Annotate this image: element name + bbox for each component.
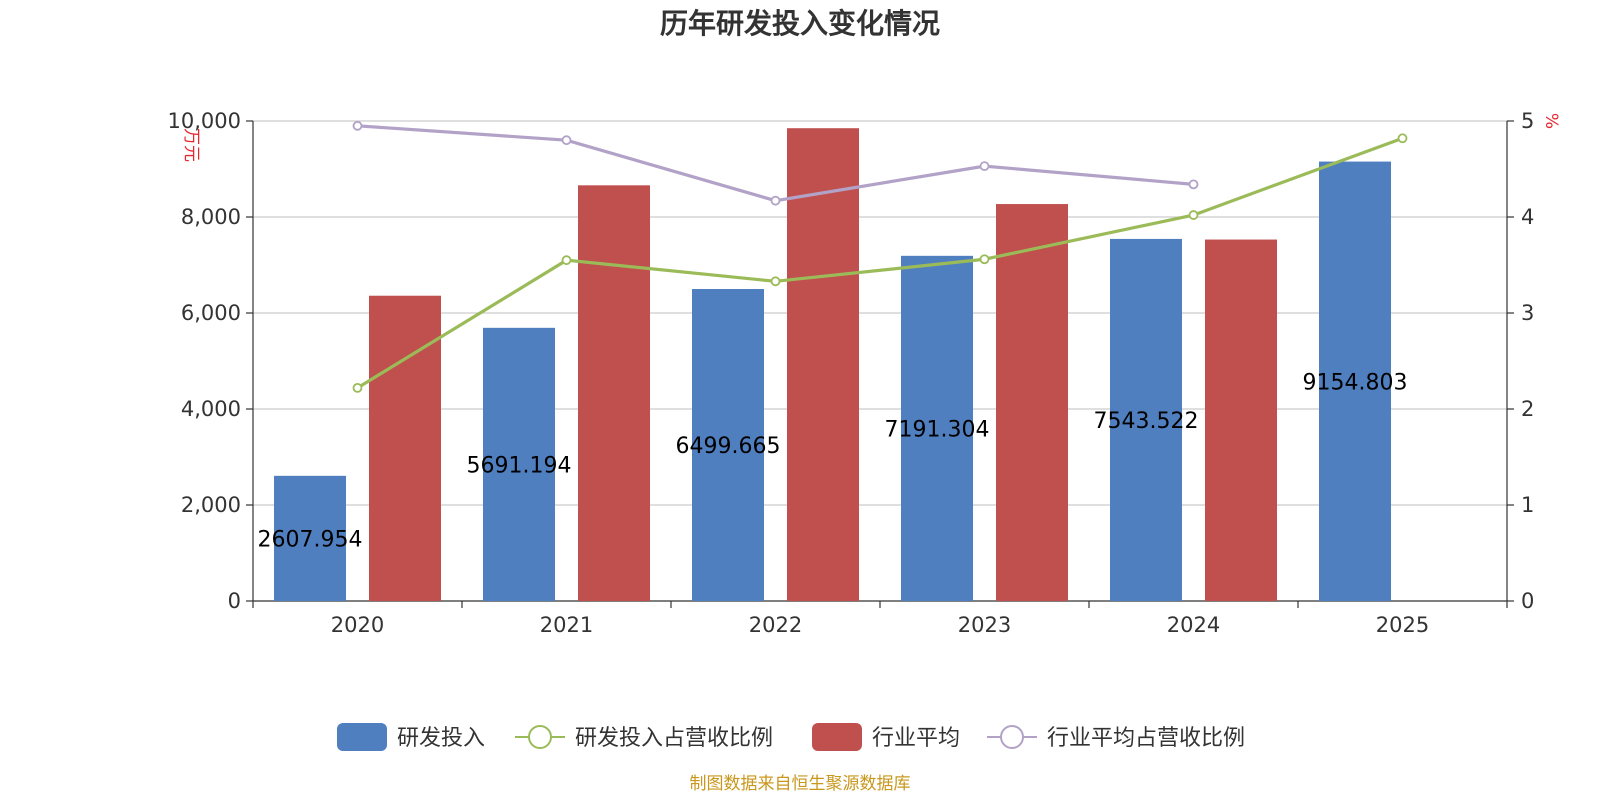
chart-title: 历年研发投入变化情况 bbox=[660, 7, 940, 40]
right-axis-tick-label: 3 bbox=[1521, 301, 1534, 325]
bar-rnd-investment[interactable] bbox=[901, 255, 973, 601]
bar-value-label: 7543.522 bbox=[1094, 409, 1199, 434]
x-axis-tick-label: 2024 bbox=[1167, 613, 1220, 637]
legend-item[interactable]: 研发投入占营收比例 bbox=[515, 725, 773, 751]
x-axis: 2020 2021 2022 2023 2024 2025 bbox=[252, 600, 1508, 637]
bar-value-label: 6499.665 bbox=[676, 434, 781, 459]
line-point[interactable] bbox=[1188, 210, 1199, 220]
line-point[interactable] bbox=[561, 255, 572, 266]
legend-item[interactable]: 研发投入 bbox=[337, 723, 485, 751]
x-axis-tick-label: 2022 bbox=[749, 613, 802, 637]
line-point[interactable] bbox=[770, 195, 781, 206]
line-point[interactable] bbox=[561, 135, 572, 146]
bar-rnd-investment[interactable] bbox=[274, 475, 346, 601]
bar-industry-average[interactable] bbox=[578, 185, 650, 601]
bar-industry-average[interactable] bbox=[787, 128, 859, 601]
line-point[interactable] bbox=[352, 382, 363, 393]
line-industry-ratio bbox=[357, 124, 1194, 203]
x-axis-tick-label: 2025 bbox=[1376, 613, 1429, 637]
left-y-axis: 0 2,000 4,000 6,000 8,000 10,000 bbox=[168, 109, 254, 613]
right-axis-tick-label: 2 bbox=[1521, 397, 1534, 421]
left-axis-tick-label: 6,000 bbox=[181, 301, 241, 325]
bar-value-label: 5691.194 bbox=[467, 453, 572, 478]
right-axis-unit: % bbox=[1541, 113, 1561, 129]
bar-value-label: 7191.304 bbox=[885, 417, 990, 442]
legend-item[interactable]: 行业平均 bbox=[812, 723, 960, 751]
left-axis-unit: 万元 bbox=[181, 128, 201, 162]
left-axis-tick-label: 10,000 bbox=[168, 109, 241, 133]
bar-industry-average[interactable] bbox=[369, 295, 441, 601]
left-axis-tick-label: 2,000 bbox=[181, 493, 241, 517]
lines bbox=[352, 120, 1408, 393]
data-labels: 2607.954 5691.194 6499.665 7191.304 7543.522… bbox=[258, 370, 1408, 552]
bar-value-label: 2607.954 bbox=[258, 527, 363, 552]
bar-rnd-investment[interactable] bbox=[483, 327, 555, 601]
bar-rnd-investment[interactable] bbox=[692, 289, 764, 601]
line-point[interactable] bbox=[979, 161, 990, 172]
right-axis-tick-label: 0 bbox=[1521, 589, 1534, 613]
x-axis-tick-label: 2020 bbox=[331, 613, 384, 637]
legend-label: 研发投入 bbox=[397, 726, 485, 751]
line-point[interactable] bbox=[979, 254, 990, 265]
legend-swatch-marker bbox=[528, 725, 552, 749]
bar-industry-average[interactable] bbox=[1205, 239, 1277, 601]
line-point[interactable] bbox=[770, 276, 781, 287]
bar-industry-average[interactable] bbox=[996, 204, 1068, 602]
line-point[interactable] bbox=[1188, 179, 1199, 190]
line-rnd-ratio bbox=[356, 136, 1404, 390]
grid-lines bbox=[253, 120, 1507, 506]
right-axis-tick-label: 5 bbox=[1521, 109, 1534, 133]
x-axis-tick-label: 2023 bbox=[958, 613, 1011, 637]
x-axis-tick-label: 2021 bbox=[540, 613, 593, 637]
line-point[interactable] bbox=[1397, 133, 1408, 144]
right-y-axis: 0 1 2 3 4 5 bbox=[1506, 109, 1534, 613]
legend-swatch bbox=[812, 723, 862, 751]
legend-label: 行业平均占营收比例 bbox=[1047, 726, 1245, 751]
source-note: 制图数据来自恒生聚源数据库 bbox=[690, 774, 911, 794]
legend-label: 研发投入占营收比例 bbox=[575, 726, 773, 751]
right-axis-tick-label: 1 bbox=[1521, 493, 1534, 517]
legend-swatch-marker bbox=[1000, 725, 1024, 749]
right-axis-tick-label: 4 bbox=[1521, 205, 1534, 229]
bar-rnd-investment[interactable] bbox=[1319, 161, 1391, 601]
bar-value-label: 9154.803 bbox=[1303, 370, 1408, 395]
legend-item[interactable]: 行业平均占营收比例 bbox=[987, 725, 1245, 751]
legend[interactable]: 研发投入 研发投入占营收比例 行业平均 行业平均占营收比例 bbox=[337, 723, 1245, 751]
line-point[interactable] bbox=[352, 120, 363, 131]
bars bbox=[274, 128, 1391, 602]
bar-rnd-investment[interactable] bbox=[1110, 238, 1182, 601]
left-axis-tick-label: 8,000 bbox=[181, 205, 241, 229]
left-axis-tick-label: 0 bbox=[228, 589, 241, 613]
left-axis-tick-label: 4,000 bbox=[181, 397, 241, 421]
legend-label: 行业平均 bbox=[872, 726, 960, 751]
legend-swatch bbox=[337, 723, 387, 751]
